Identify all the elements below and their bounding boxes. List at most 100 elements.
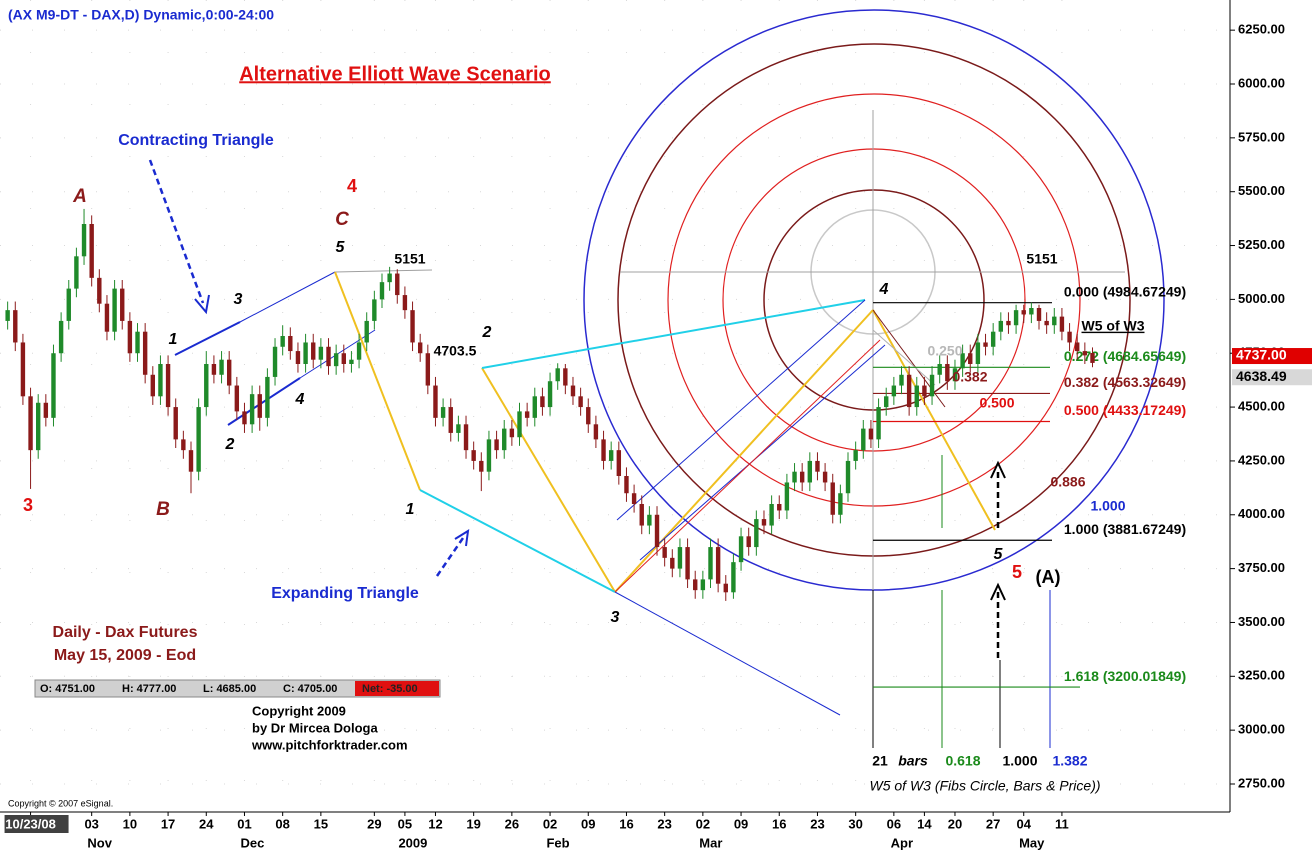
candle-body (631, 493, 637, 504)
candle-body (494, 439, 499, 451)
candle-body (1036, 308, 1042, 321)
candle-body (74, 256, 79, 289)
y-tick-label: 4000.00 (1238, 506, 1285, 521)
candle-body (1090, 353, 1095, 363)
candle-body (311, 342, 316, 360)
y-tick-label: 3750.00 (1238, 560, 1285, 575)
circle (722, 148, 1026, 452)
candle-body (1067, 331, 1072, 343)
candle-body (876, 407, 881, 440)
candle-body (1059, 316, 1065, 332)
candle-body (693, 579, 698, 591)
x-month-label: Dec (241, 835, 265, 850)
candle-body (379, 282, 385, 300)
wave-label: 1 (406, 501, 415, 518)
candle-body (784, 482, 790, 511)
fib-label: 0.382 (4563.32649) (1064, 374, 1186, 390)
fib-label: 0.000 (4984.67249) (1064, 283, 1186, 299)
y-tick-label: 4250.00 (1238, 452, 1285, 467)
x-tick-label: 12 (428, 816, 442, 831)
y-tick-label: 5500.00 (1238, 183, 1285, 198)
candle-body (624, 476, 629, 494)
annotation: 5151 (1026, 251, 1057, 267)
candle-body (448, 407, 453, 433)
candle-body (165, 364, 171, 408)
headline: Alternative Elliott Wave Scenario (239, 63, 551, 85)
line (639, 344, 886, 561)
candle-body (769, 504, 774, 526)
line (481, 299, 866, 369)
axes: 2750.00 3000.00 3250.00 3500.00 3750.00 4000.… (4, 22, 1312, 850)
candle-body (13, 310, 18, 343)
annotation: W5 of W3 (Fibs Circle, Bars & Price)) (869, 778, 1100, 794)
candle-body (960, 353, 965, 369)
candle-body (929, 374, 935, 397)
candle-body (906, 374, 912, 408)
arrow (148, 159, 205, 304)
candle-body (700, 579, 706, 591)
wave-label: 5 (994, 546, 1004, 563)
candle-body (364, 320, 369, 343)
candle-body (43, 402, 49, 418)
candle-body (815, 460, 820, 472)
annotation: 0.618 (945, 753, 980, 769)
candle-body (5, 310, 10, 321)
candle-body (295, 351, 301, 364)
candle-body (66, 288, 71, 321)
candle-body (708, 547, 713, 580)
wave-label: 5 (336, 239, 346, 256)
candle-body (509, 428, 515, 438)
fib-label: 0.500 (4433.17249) (1064, 402, 1186, 418)
candle-body (112, 288, 117, 332)
candle-body (731, 562, 736, 593)
candle-body (540, 396, 545, 408)
candle-body (158, 364, 163, 397)
y-tick-label: 3500.00 (1238, 614, 1285, 629)
candle-body (150, 374, 155, 397)
candle-body (280, 336, 285, 347)
wave-label: 4 (347, 176, 357, 196)
drawing-lines (148, 110, 1125, 748)
arrow (435, 537, 465, 577)
y-axis-panel (1230, 0, 1313, 854)
price-marker-label: 4638.49 (1236, 368, 1287, 384)
line (481, 367, 616, 593)
price-marker (1232, 348, 1312, 365)
price-marker-label: 4737.00 (1236, 347, 1287, 363)
candle-body (746, 536, 751, 548)
candle-body (845, 460, 851, 494)
candle-body (922, 385, 927, 397)
wave-label: 5 (1012, 562, 1022, 582)
x-month-label: Nov (87, 835, 112, 850)
candle-body (242, 411, 247, 425)
candle-body (204, 364, 209, 408)
candle-body (356, 342, 362, 360)
ohlc-value: Net: -35.00 (362, 683, 418, 695)
x-tick-label: 17 (161, 816, 175, 831)
circle (617, 43, 1131, 557)
candle-body (830, 482, 835, 515)
wave-label: A (72, 186, 87, 207)
annotation: W5 of W3 (1082, 318, 1145, 334)
y-tick-label: 5750.00 (1238, 129, 1285, 144)
candle-body (372, 299, 377, 321)
y-tick-label: 4500.00 (1238, 399, 1285, 414)
annotation: bars (898, 753, 928, 769)
candle-body (440, 407, 446, 418)
candle-body (593, 424, 599, 440)
line (419, 489, 616, 593)
line (239, 271, 336, 323)
x-tick-label: 10/23/08 (5, 816, 56, 831)
x-tick-label: 09 (581, 816, 595, 831)
candle-body (35, 402, 41, 451)
wave-label: 1 (169, 331, 178, 348)
line (872, 329, 936, 386)
candle-body (754, 519, 759, 548)
candle-body (616, 450, 622, 476)
annotation: 0.886 (1050, 474, 1085, 490)
annotation: by Dr Mircea Dologa (252, 720, 378, 735)
candle-body (990, 331, 996, 347)
candle-body (899, 374, 904, 386)
net-background (355, 681, 439, 696)
candle-body (937, 364, 942, 375)
